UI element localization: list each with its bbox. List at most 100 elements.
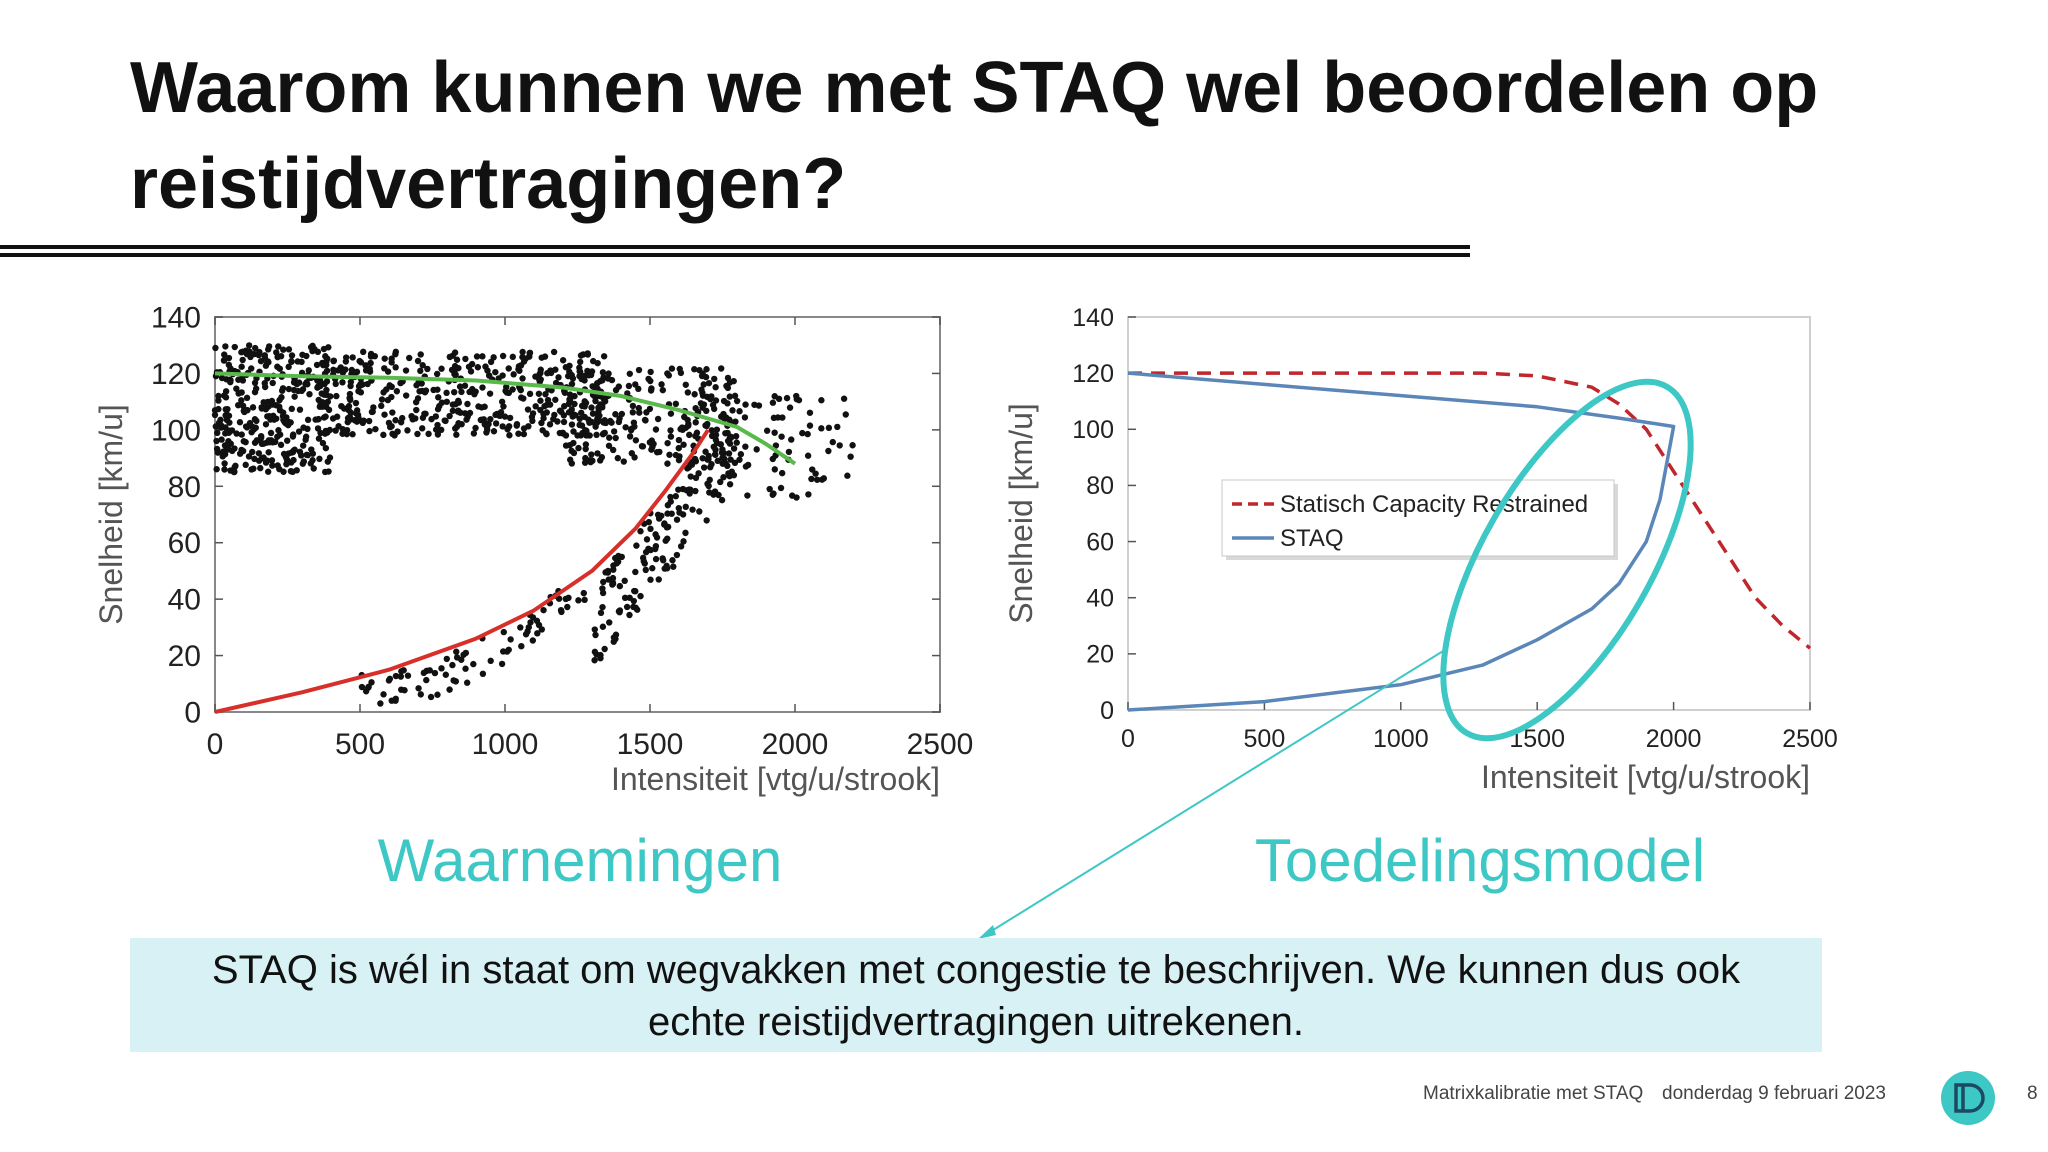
scatter-point (742, 463, 750, 470)
scatter-point (349, 354, 356, 361)
scatter-point (501, 413, 509, 420)
scatter-point (362, 362, 369, 369)
scatter-point (583, 432, 590, 439)
scatter-point (227, 365, 234, 372)
scatter-point (218, 436, 225, 443)
scatter-point (291, 446, 298, 453)
scatter-point (432, 426, 440, 433)
scatter-point (601, 417, 608, 424)
scatter-point (799, 429, 806, 437)
scatter-point (239, 377, 247, 384)
scatter-point (455, 420, 462, 427)
scatter-point (367, 353, 375, 360)
scatter-point (725, 450, 733, 457)
scatter-point (419, 362, 426, 369)
scatter-point (849, 442, 856, 449)
scatter-point (217, 424, 225, 431)
scatter-point (443, 655, 450, 663)
scatter-point (575, 444, 582, 452)
scatter-point (368, 408, 376, 416)
scatter-point (729, 407, 736, 414)
scatter-point (464, 400, 471, 408)
scatter-point (703, 366, 710, 373)
scatter-point (615, 418, 623, 426)
scatter-point (647, 525, 654, 533)
scatter-point (632, 568, 639, 576)
scatter-point (490, 428, 498, 435)
x-tick-label: 2500 (907, 728, 974, 761)
scatter-point (829, 438, 836, 446)
scatter-point (472, 424, 479, 432)
y-tick-label: 140 (1072, 304, 1114, 332)
scatter-point (608, 419, 615, 426)
scatter-point (222, 343, 229, 350)
scatter-point (314, 348, 322, 356)
scatter-point (227, 467, 234, 474)
scatter-point (380, 431, 387, 439)
scatter-point (499, 352, 507, 360)
scatter-point (352, 399, 360, 407)
scatter-point (487, 358, 495, 366)
scatter-point (463, 416, 470, 423)
scatter-point (609, 446, 617, 454)
scatter-point (401, 687, 408, 694)
scatter-point (618, 553, 625, 561)
slide-title: Waarom kunnen we met STAQ wel beoordelen… (130, 48, 1819, 224)
title-rule-top (0, 245, 1470, 249)
scatter-point (366, 427, 373, 435)
scatter-point (462, 649, 470, 657)
scatter-point (562, 364, 570, 371)
scatter-point (339, 369, 347, 376)
scatter-point (818, 397, 825, 404)
scatter-point (728, 468, 736, 475)
scatter-point (487, 415, 494, 423)
scatter-point (599, 623, 607, 630)
scatter-point (326, 426, 334, 434)
scatter-point (381, 355, 388, 362)
scatter-point (428, 415, 435, 423)
scatter-point (346, 395, 354, 402)
scatter-point (430, 386, 437, 394)
scatter-point (534, 630, 541, 637)
scatter-point (584, 350, 591, 357)
scatter-point (712, 436, 720, 444)
scatter-point (295, 428, 303, 435)
x-tick-label: 0 (1121, 725, 1135, 753)
scatter-point (670, 563, 677, 570)
scatter-point (466, 388, 473, 396)
scatter-point (290, 456, 297, 464)
scatter-point (269, 462, 276, 469)
scatter-point (449, 407, 457, 414)
scatter-point (453, 356, 461, 363)
scatter-point (540, 606, 547, 614)
scatter-point (325, 406, 333, 414)
scatter-point (633, 542, 640, 549)
scatter-point (842, 411, 849, 418)
scatter-point (637, 592, 644, 600)
scatter-point (663, 524, 671, 531)
scatter-point (386, 423, 394, 431)
x-tick-label: 500 (335, 728, 385, 761)
scatter-point (250, 465, 257, 472)
scatter-point (305, 367, 312, 374)
scatter-point (589, 410, 597, 417)
fit-curve-2 (214, 428, 710, 714)
scatter-point (812, 470, 819, 477)
scatter-point (284, 437, 291, 444)
scatter-point (597, 609, 605, 617)
scatter-point (378, 396, 386, 403)
scatter-point (418, 425, 426, 432)
scatter-point (463, 679, 471, 686)
scatter-point (539, 427, 546, 434)
scatter-point (699, 455, 706, 462)
scatter-point (578, 409, 585, 416)
scatter-point (223, 376, 230, 383)
scatter-point (475, 403, 482, 410)
scatter-point (280, 346, 287, 353)
x-tick-label: 1000 (1373, 725, 1429, 753)
scatter-point (339, 425, 346, 433)
scatter-point (724, 400, 731, 407)
scatter-point (591, 657, 598, 664)
scatter-point (235, 390, 242, 397)
scatter-point (606, 619, 613, 626)
